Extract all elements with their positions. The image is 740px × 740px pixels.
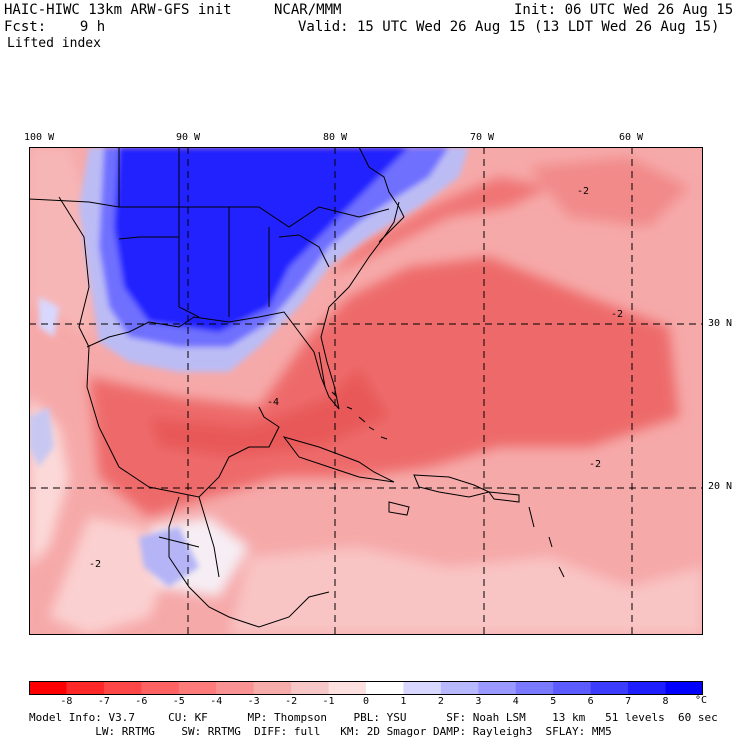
init-time: Init: 06 UTC Wed 26 Aug 15 bbox=[514, 2, 734, 18]
legend-swatch bbox=[178, 681, 217, 695]
lon-label-90w: 90 W bbox=[176, 132, 201, 143]
lon-label-70w: 70 W bbox=[470, 132, 495, 143]
legend-label: 5 bbox=[550, 696, 557, 707]
legend-swatch bbox=[328, 681, 367, 695]
legend-label: 0 bbox=[362, 696, 370, 707]
legend-label: 3 bbox=[475, 696, 482, 707]
legend-label: 6 bbox=[587, 696, 594, 707]
legend-swatch bbox=[216, 681, 255, 695]
legend-colorbar bbox=[29, 680, 704, 699]
model-info-line-2: LW: RRTMG SW: RRTMG DIFF: full KM: 2D Sm… bbox=[29, 725, 612, 738]
map-canvas: -2 -4 -2 -2 -2 bbox=[29, 147, 703, 635]
field-name: Lifted index bbox=[7, 36, 101, 51]
legend-label: 4 bbox=[512, 696, 519, 707]
model-info-line-1: Model Info: V3.7 CU: KF MP: Thompson PBL… bbox=[29, 711, 718, 724]
lon-label-100w: 100 W bbox=[24, 132, 55, 143]
contour-label: -2 bbox=[611, 309, 623, 320]
legend-swatches bbox=[29, 681, 704, 695]
map-frame bbox=[29, 147, 703, 635]
unstable-zone bbox=[89, 157, 689, 517]
legend-swatch bbox=[366, 681, 404, 695]
legend-label: -1 bbox=[322, 696, 335, 707]
valid-time: Valid: 15 UTC Wed 26 Aug 15 (13 LDT Wed … bbox=[298, 19, 720, 35]
legend-label: -2 bbox=[285, 696, 298, 707]
organization: NCAR/MMM bbox=[274, 2, 342, 18]
contour-label: -2 bbox=[89, 559, 101, 570]
legend-swatch bbox=[403, 681, 442, 695]
legend-swatch bbox=[515, 681, 554, 695]
legend-swatch bbox=[478, 681, 517, 695]
plot-title: HAIC-HIWC 13km ARW-GFS init bbox=[4, 2, 232, 18]
lat-label-20n: 20 N bbox=[708, 481, 733, 492]
forecast-hour: Fcst: 9 h bbox=[4, 19, 106, 35]
legend-swatch bbox=[141, 681, 180, 695]
legend-swatch bbox=[291, 681, 330, 695]
legend-label: -3 bbox=[247, 696, 260, 707]
legend-label: 1 bbox=[400, 696, 407, 707]
legend-swatch bbox=[665, 681, 704, 695]
legend-frame bbox=[29, 681, 703, 695]
contour-label: -2 bbox=[577, 186, 589, 197]
legend-label: 8 bbox=[662, 696, 669, 707]
lat-label-30n: 30 N bbox=[708, 318, 733, 329]
lon-label-80w: 80 W bbox=[323, 132, 348, 143]
graticule bbox=[29, 147, 703, 635]
legend-swatch bbox=[440, 681, 479, 695]
legend-label: -6 bbox=[135, 696, 148, 707]
legend-swatch bbox=[253, 681, 292, 695]
legend-label: -5 bbox=[172, 696, 185, 707]
legend-label: 7 bbox=[625, 696, 632, 707]
legend-swatch bbox=[590, 681, 629, 695]
legend-label: -7 bbox=[97, 696, 110, 707]
coastlines bbox=[29, 147, 565, 628]
legend-swatch bbox=[553, 681, 592, 695]
legend-swatch bbox=[29, 681, 67, 695]
legend-unit: °C bbox=[695, 695, 708, 706]
lon-label-60w: 60 W bbox=[619, 132, 644, 143]
legend-label: -4 bbox=[210, 696, 223, 707]
contour-label: -2 bbox=[589, 459, 601, 470]
legend-swatch bbox=[628, 681, 667, 695]
lifted-index-map: -2 -4 -2 -2 -2 bbox=[29, 147, 703, 635]
contour-labels: -2 -4 -2 -2 -2 bbox=[89, 186, 623, 570]
legend-swatch bbox=[66, 681, 105, 695]
contour-label: -4 bbox=[267, 397, 279, 408]
legend-swatch bbox=[103, 681, 142, 695]
legend-label: 2 bbox=[437, 696, 444, 707]
legend-label: -8 bbox=[60, 696, 73, 707]
